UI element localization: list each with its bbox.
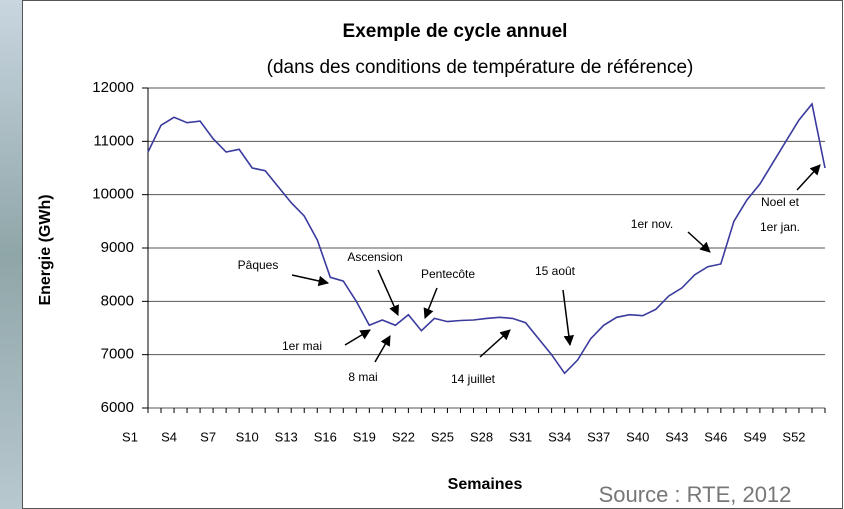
x-tick-label: S25 [431,429,454,444]
x-tick-label: S34 [548,429,571,444]
annotation: Ascension [347,250,402,264]
annotation: Pentecôte [421,267,475,281]
annotation: 1er nov. [631,217,673,231]
annotation: 1er mai [282,339,322,353]
x-tick-label: S46 [704,429,727,444]
y-tick-label: 9000 [101,239,134,256]
y-tick-label: 8000 [101,292,134,309]
y-tick-label: 11000 [93,132,134,149]
x-tick-label: S1 [122,429,138,444]
y-tick-label: 10000 [92,186,134,203]
x-tick-label: S40 [626,429,649,444]
y-tick-label: 7000 [101,346,134,363]
y-axis-label: Energie (GWh) [37,194,54,305]
x-tick-label: S49 [743,429,766,444]
x-tick-label: S31 [509,429,532,444]
x-tick-label: S16 [314,429,337,444]
y-tick-label: 12000 [92,79,134,96]
x-tick-label: S43 [665,429,688,444]
annotation: 14 juillet [451,372,496,386]
annotation: 8 mai [348,370,377,384]
background-strip [0,0,22,509]
x-tick-label: S22 [392,429,415,444]
source-note: Source : RTE, 2012 [599,482,792,507]
x-tick-label: S7 [200,429,216,444]
x-tick-label: S10 [236,429,259,444]
x-tick-label: S19 [353,429,376,444]
x-tick-label: S52 [782,429,805,444]
x-axis-label: Semaines [448,476,523,493]
annotation: Noel et [761,195,800,209]
x-tick-label: S13 [275,429,298,444]
x-tick-label: S4 [161,429,177,444]
chart-subtitle: (dans des conditions de température de r… [267,57,694,78]
x-tick-label: S28 [470,429,493,444]
chart: Exemple de cycle annuel (dans des condit… [0,0,844,509]
annotation: 15 août [535,264,576,278]
y-tick-label: 6000 [101,399,134,416]
x-tick-label: S37 [587,429,610,444]
annotation: 1er jan. [760,220,800,234]
page: {"chart_data":{"type":"line","title":"Ex… [0,0,844,509]
annotation: Pâques [238,258,279,272]
chart-title: Exemple de cycle annuel [343,21,568,42]
